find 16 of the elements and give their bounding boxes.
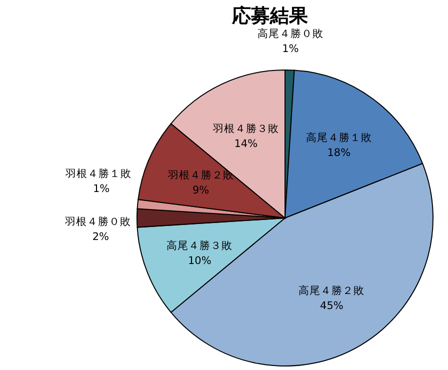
data-label: 45% bbox=[320, 300, 344, 312]
data-label: 2% bbox=[92, 231, 110, 243]
data-label: 10% bbox=[188, 254, 212, 267]
slice-label: 高尾４勝１敗 bbox=[306, 130, 372, 144]
slice-label: 羽根４勝０敗 bbox=[65, 216, 131, 228]
data-label: 1% bbox=[282, 43, 299, 56]
data-label: 18% bbox=[327, 146, 351, 159]
slice-label: 高尾４勝０敗 bbox=[257, 27, 324, 40]
slice-label: 羽根４勝１敗 bbox=[66, 168, 132, 180]
slice-label: 高尾４勝２敗 bbox=[298, 284, 365, 297]
data-label: 9% bbox=[192, 184, 210, 197]
data-label: 14% bbox=[234, 138, 258, 150]
slice-label: 羽根４勝３敗 bbox=[212, 122, 279, 135]
chart-title: 応募結果 bbox=[231, 5, 309, 27]
slice-label: 高尾４勝３敗 bbox=[166, 238, 233, 252]
data-label: 1% bbox=[92, 183, 110, 196]
